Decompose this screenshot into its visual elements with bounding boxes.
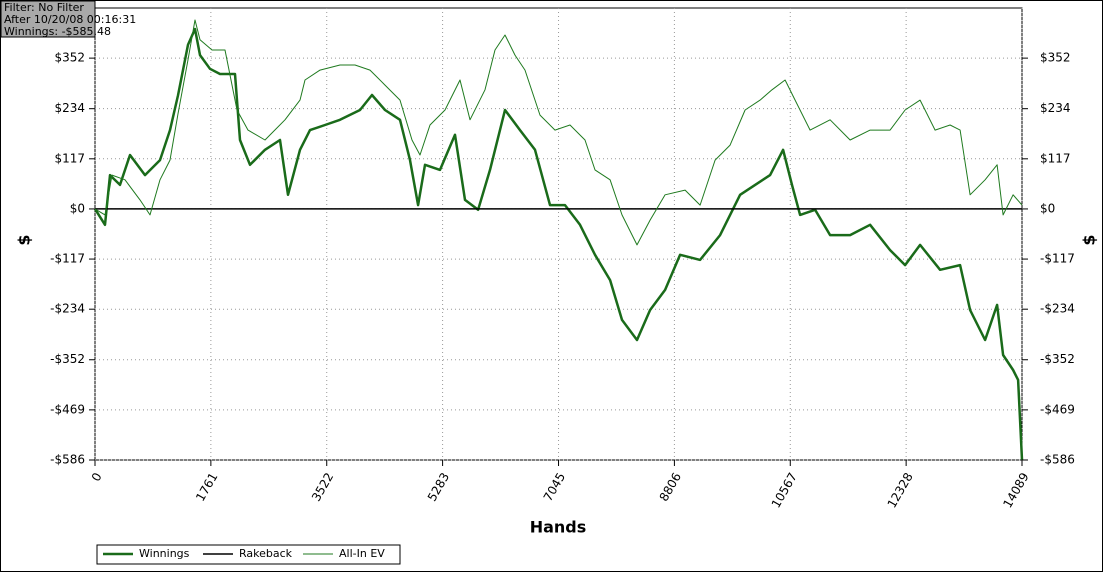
y-tick-label: $352 (54, 51, 85, 65)
y-tick-label: $117 (54, 151, 85, 165)
y2-tick-label: -$117 (1040, 252, 1075, 266)
filter-text: Filter: No Filter (4, 1, 84, 14)
legend-label: Rakeback (239, 547, 293, 560)
y-tick-label: -$352 (50, 352, 85, 366)
y-tick-label: $234 (54, 101, 85, 115)
y2-axis-label: $ (1080, 234, 1099, 245)
filter-box (0, 0, 96, 38)
y2-tick-label: $352 (1040, 51, 1071, 65)
legend (96, 544, 401, 565)
y2-tick-label: -$469 (1040, 402, 1075, 416)
y-tick-label: -$586 (50, 453, 85, 467)
y-tick-label: -$117 (50, 252, 85, 266)
y2-tick-label: $117 (1040, 151, 1071, 165)
y-tick-label: $0 (70, 201, 85, 215)
y-axis-label: $ (15, 234, 34, 245)
legend-label: All-In EV (339, 547, 385, 560)
y2-tick-label: -$352 (1040, 352, 1075, 366)
x-axis-label: Hands (530, 518, 587, 537)
filter-text: After 10/20/08 00:16:31 (4, 13, 136, 26)
filter-text: Winnings: -$585.48 (4, 25, 111, 38)
y-tick-label: -$234 (50, 302, 85, 316)
series-line (94, 19, 1023, 246)
y2-tick-label: -$586 (1040, 453, 1075, 467)
y2-tick-label: $234 (1040, 101, 1071, 115)
legend-label: Winnings (139, 547, 190, 560)
y2-tick-label: -$234 (1040, 302, 1075, 316)
y-tick-label: -$469 (50, 402, 85, 416)
y2-tick-label: $0 (1040, 201, 1055, 215)
series-line (93, 27, 1024, 460)
